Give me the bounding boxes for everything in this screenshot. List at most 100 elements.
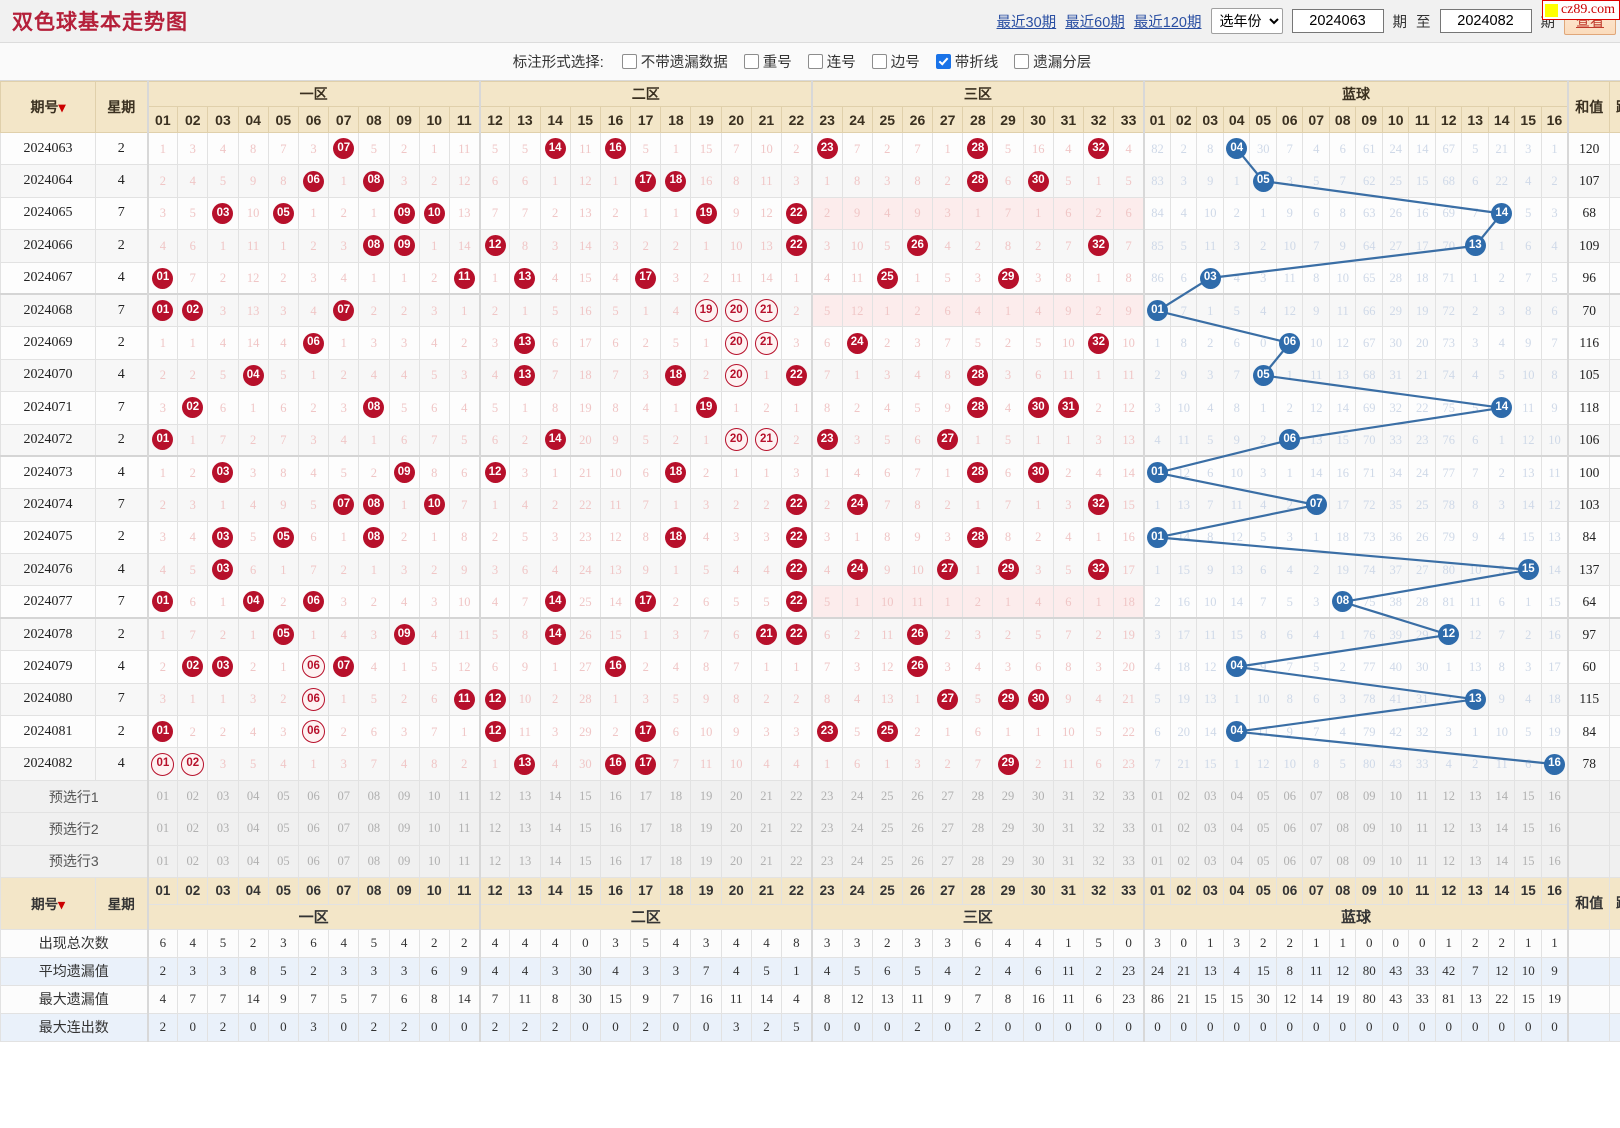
cell-red-hit-22[interactable]: 22	[781, 617, 813, 652]
cell-red-miss-09[interactable]: 3	[388, 553, 420, 587]
cell-red-miss-31[interactable]: 3	[1052, 488, 1085, 522]
preselect-cell-15[interactable]: 15	[569, 844, 601, 878]
red-ball[interactable]: 28	[967, 364, 989, 386]
red-ball[interactable]: 17	[635, 721, 657, 743]
cell-red-miss-13[interactable]: 5	[509, 520, 541, 555]
col-number-09[interactable]: 09	[1355, 106, 1383, 133]
cell-red-hit-12[interactable]: 12	[478, 229, 511, 263]
cell-blue-miss-09[interactable]: 76	[1355, 617, 1383, 652]
cell-blue-miss-10[interactable]: 33	[1381, 423, 1410, 457]
cell-red-miss-24[interactable]: 2	[841, 391, 873, 425]
cell-blue-miss-03[interactable]: 15	[1196, 747, 1224, 781]
cell-blue-miss-06[interactable]: 11	[1275, 261, 1304, 295]
cell-red-hit-24[interactable]: 24	[841, 488, 873, 522]
cell-red-miss-20[interactable]: 8	[720, 682, 752, 717]
cell-red-miss-02[interactable]: 2	[177, 358, 209, 393]
cell-red-miss-07[interactable]: 4	[328, 261, 360, 295]
cell-blue-miss-05[interactable]: 2	[1249, 229, 1277, 263]
cell-red-hit-14[interactable]: 14	[539, 423, 571, 457]
cell-red-miss-08[interactable]: 4	[358, 358, 390, 393]
cell-red-miss-19[interactable]: 1	[690, 423, 722, 457]
preselect-blue-cell-08[interactable]: 08	[1328, 844, 1357, 878]
preselect-cell-24[interactable]: 24	[841, 812, 873, 846]
cell-blue-miss-12[interactable]: 68	[1434, 164, 1463, 198]
cell-red-miss-18[interactable]: 1	[660, 196, 692, 231]
red-ball[interactable]: 18	[665, 526, 687, 548]
year-select[interactable]: 选年份	[1210, 8, 1283, 34]
footer-col-blue-number-02[interactable]: 02	[1169, 876, 1198, 905]
cell-red-miss-17[interactable]: 8	[630, 520, 662, 555]
table-row[interactable]: 2024068 7 01 02 3 13 3 4 07 2 2 3 1 2 1 5 16 5 1 4 19 20 21 2 5 1…	[0, 293, 1620, 328]
blue-ball[interactable]: 14	[1491, 397, 1513, 419]
cell-red-miss-03[interactable]: 2	[207, 715, 239, 749]
col-number-16[interactable]: 16	[599, 106, 632, 133]
preselect-cell-10[interactable]: 10	[418, 779, 450, 814]
cell-red-miss-10[interactable]: 4	[418, 617, 450, 652]
cell-red-miss-21[interactable]: 2	[750, 682, 783, 717]
cell-blue-miss-16[interactable]: 12	[1540, 488, 1569, 522]
cell-red-miss-19[interactable]: 3	[690, 488, 722, 522]
cell-red-miss-29[interactable]: 7	[992, 196, 1024, 231]
col-number-03[interactable]: 03	[1196, 106, 1224, 133]
cell-red-miss-05[interactable]: 1	[267, 650, 299, 684]
cell-issue[interactable]: 2024076	[0, 553, 96, 587]
cell-blue-miss-11[interactable]: 27	[1408, 553, 1436, 587]
cell-red-miss-30[interactable]: 2	[1022, 229, 1054, 263]
checkbox-checked-icon[interactable]	[935, 54, 951, 69]
cell-red-miss-28[interactable]: 3	[962, 617, 994, 652]
cell-red-miss-10[interactable]: 8	[418, 455, 450, 490]
cell-red-miss-23[interactable]: 7	[810, 650, 843, 684]
cell-red-miss-25[interactable]: 10	[871, 585, 903, 619]
footer-col-number-18[interactable]: 18	[660, 876, 692, 905]
footer-col-blue-number-13[interactable]: 13	[1461, 876, 1489, 905]
cell-red-miss-03[interactable]: 7	[207, 423, 239, 457]
cell-issue[interactable]: 2024071	[0, 391, 96, 425]
cell-red-miss-14[interactable]: 1	[539, 164, 571, 198]
cell-blue-miss-02[interactable]: 12	[1169, 455, 1198, 490]
cell-blue-miss-02[interactable]: 20	[1169, 715, 1198, 749]
cell-red-hit-08[interactable]: 08	[358, 520, 390, 555]
preselect-cell-21[interactable]: 21	[750, 844, 783, 878]
cell-red-miss-09[interactable]: 5	[388, 391, 420, 425]
red-ball[interactable]: 04	[242, 591, 264, 613]
footer-col-number-20[interactable]: 20	[720, 876, 752, 905]
cell-red-miss-12[interactable]: 7	[478, 196, 511, 231]
cell-blue-miss-04[interactable]: 14	[1222, 585, 1251, 619]
col-number-02[interactable]: 02	[177, 106, 209, 133]
cell-red-miss-02[interactable]: 6	[177, 585, 209, 619]
cell-blue-miss-13[interactable]: 3	[1461, 326, 1489, 360]
cell-blue-miss-08[interactable]: 5	[1328, 747, 1357, 781]
cell-issue[interactable]: 2024075	[0, 520, 96, 555]
preselect-cell-22[interactable]: 22	[781, 779, 813, 814]
cell-red-miss-01[interactable]: 1	[146, 455, 179, 490]
cell-red-miss-23[interactable]: 1	[810, 455, 843, 490]
cell-red-miss-04[interactable]: 6	[237, 553, 269, 587]
preselect-cell-23[interactable]: 23	[810, 812, 843, 846]
footer-col-blue-number-08[interactable]: 08	[1328, 876, 1357, 905]
cell-red-miss-23[interactable]: 4	[810, 553, 843, 587]
cell-red-miss-27[interactable]: 2	[932, 488, 964, 522]
preselect-cell-24[interactable]: 24	[841, 844, 873, 878]
cell-red-miss-08[interactable]: 5	[358, 682, 390, 717]
cell-red-miss-08[interactable]: 1	[358, 261, 390, 295]
cell-red-miss-10[interactable]: 5	[418, 650, 450, 684]
cell-red-hit-32[interactable]: 32	[1082, 131, 1115, 166]
cell-blue-miss-15[interactable]: 12	[1514, 423, 1542, 457]
cell-red-miss-11[interactable]: 3	[448, 358, 481, 393]
cell-blue-miss-11[interactable]: 26	[1408, 520, 1436, 555]
cell-red-miss-09[interactable]: 2	[388, 682, 420, 717]
table-row[interactable]: 2024079 4 2 02 03 2 1 06 07 4 1 5 12 6 9 1 27 16 2 4 8 7 1 1 7 3 1…	[0, 650, 1620, 684]
cell-red-miss-12[interactable]: 5	[478, 391, 511, 425]
cell-red-miss-26[interactable]: 8	[901, 488, 934, 522]
cell-blue-miss-13[interactable]: 2	[1461, 293, 1489, 328]
red-ball[interactable]: 12	[484, 235, 506, 257]
cell-issue[interactable]: 2024070	[0, 358, 96, 393]
cell-blue-miss-09[interactable]: 73	[1355, 520, 1383, 555]
cell-red-miss-04[interactable]: 1	[237, 391, 269, 425]
cell-blue-miss-15[interactable]: 15	[1514, 520, 1542, 555]
cell-blue-miss-01[interactable]: 84	[1142, 196, 1171, 231]
red-ball[interactable]: 08	[363, 235, 385, 257]
cell-red-miss-07[interactable]: 5	[328, 455, 360, 490]
cell-red-hit-04[interactable]: 04	[237, 358, 269, 393]
cell-red-hit-01[interactable]: 01	[146, 715, 179, 749]
